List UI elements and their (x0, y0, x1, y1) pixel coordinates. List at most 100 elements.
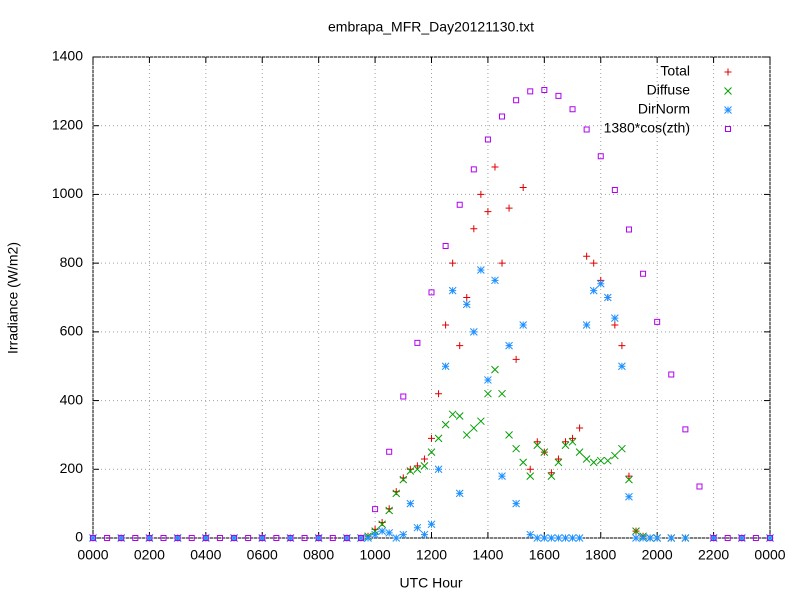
data-point (738, 535, 745, 541)
data-point (611, 186, 618, 193)
legend-label: Diffuse (647, 82, 691, 98)
data-point (386, 448, 393, 455)
data-point (456, 342, 464, 350)
data-point (90, 535, 96, 541)
data-point (709, 534, 718, 542)
data-point (371, 530, 379, 539)
data-point (526, 472, 535, 481)
data-point (596, 456, 605, 465)
data-point (442, 242, 449, 249)
data-point (498, 472, 506, 481)
data-point (766, 534, 774, 542)
data-point (568, 437, 577, 446)
data-point (491, 163, 499, 171)
data-point (575, 534, 584, 542)
data-point (315, 535, 322, 541)
data-point (484, 376, 492, 384)
data-point (618, 444, 626, 453)
data-point (301, 535, 308, 541)
y-axis-label: Irradiance (W/m2) (5, 242, 21, 354)
data-point (448, 286, 457, 295)
data-point (216, 535, 223, 541)
data-point (441, 362, 450, 371)
data-point (603, 456, 612, 465)
data-point (428, 434, 435, 442)
data-point (259, 535, 266, 541)
x-tick-label: 1000 (360, 547, 391, 563)
data-point (491, 276, 499, 285)
data-point (399, 530, 408, 539)
data-point (541, 86, 548, 93)
data-point (173, 534, 182, 542)
data-point (385, 506, 394, 515)
data-point (526, 530, 535, 539)
data-point (146, 535, 153, 541)
x-tick-label: 0000 (77, 547, 108, 563)
data-point (582, 455, 591, 463)
data-point (427, 520, 436, 529)
data-point (555, 92, 562, 99)
y-tick-label: 1200 (52, 116, 83, 132)
data-point (575, 448, 584, 456)
data-point (597, 153, 604, 160)
x-tick-label: 1800 (585, 547, 616, 563)
data-point (399, 475, 408, 484)
data-point (470, 166, 477, 173)
data-point (406, 499, 415, 508)
y-tick-label: 0 (75, 529, 83, 545)
data-point (441, 420, 450, 429)
data-point (414, 339, 421, 346)
data-point (202, 535, 209, 541)
data-point (611, 314, 619, 322)
data-point (625, 492, 633, 501)
data-point (117, 534, 126, 542)
data-point (145, 534, 154, 542)
data-point (519, 184, 527, 192)
data-point (533, 534, 542, 542)
data-point (188, 535, 195, 541)
data-point (357, 535, 364, 541)
data-point (582, 321, 591, 329)
data-point (378, 527, 386, 535)
data-point (477, 266, 485, 274)
x-tick-label: 0800 (303, 547, 334, 563)
data-point (653, 534, 662, 542)
data-point (618, 342, 626, 350)
data-point (469, 424, 478, 432)
data-point (640, 270, 647, 277)
data-point (392, 489, 401, 498)
data-point (554, 534, 563, 542)
x-tick-label: 0200 (134, 547, 165, 563)
data-point (329, 535, 336, 541)
legend-label: 1380*cos(zth) (604, 120, 690, 136)
data-point (372, 506, 379, 513)
data-point (646, 534, 654, 542)
x-tick-label: 2000 (642, 547, 673, 563)
data-point (442, 321, 450, 329)
data-point (639, 534, 647, 542)
data-point (258, 534, 267, 542)
data-point (420, 455, 428, 463)
y-tick-label: 600 (60, 323, 84, 339)
x-tick-label: 1400 (472, 547, 503, 563)
data-point (752, 535, 759, 541)
data-point (512, 355, 520, 363)
data-point (245, 535, 252, 541)
x-tick-label: 0600 (247, 547, 278, 563)
x-axis-label: UTC Hour (399, 575, 462, 591)
data-point (477, 417, 485, 426)
data-point (231, 535, 238, 541)
data-point (568, 534, 577, 542)
data-point (505, 204, 513, 212)
data-point (547, 534, 556, 542)
data-point (611, 451, 619, 460)
data-point (583, 126, 590, 133)
data-point (554, 455, 562, 463)
x-tick-label: 0400 (190, 547, 221, 563)
data-point (505, 341, 513, 350)
data-point (625, 226, 632, 233)
legend-marker (724, 87, 732, 95)
data-point (512, 444, 520, 453)
data-point (526, 465, 534, 473)
